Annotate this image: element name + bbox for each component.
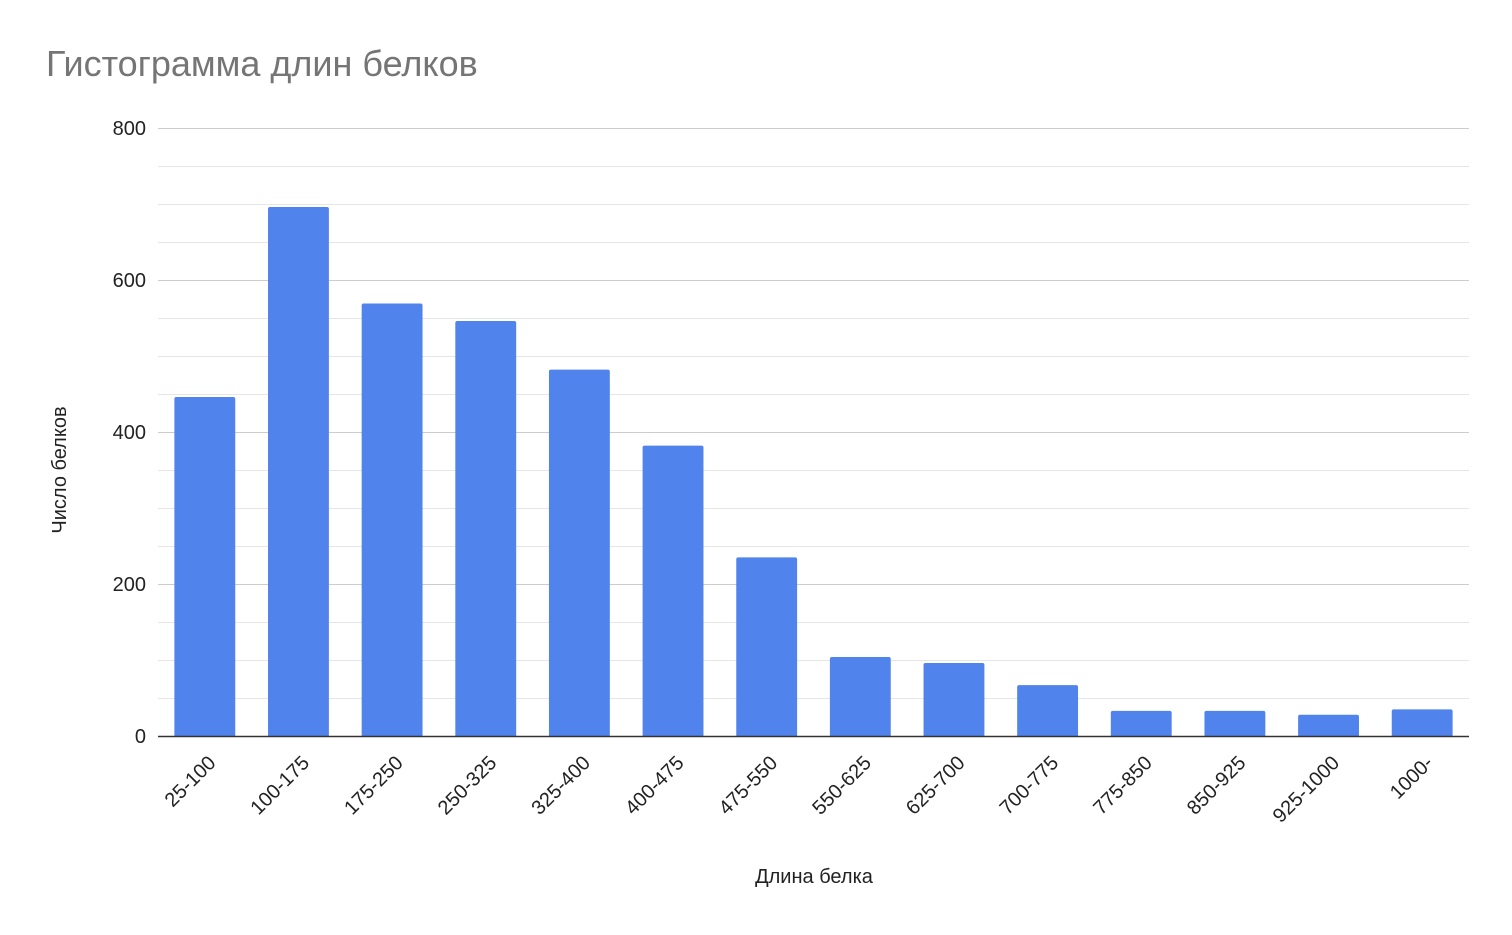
x-tick-label: 25-100 xyxy=(161,752,221,812)
bar xyxy=(642,445,704,736)
bar xyxy=(455,321,517,736)
bar xyxy=(1298,714,1359,736)
x-tick-label: 775-850 xyxy=(1089,752,1156,819)
x-tick-label: 925-1000 xyxy=(1269,752,1344,827)
bar xyxy=(548,369,610,736)
bar xyxy=(1017,685,1079,736)
x-tick-label: 475-550 xyxy=(715,752,782,819)
bar xyxy=(1204,710,1266,736)
x-tick-label: 625-700 xyxy=(902,752,969,819)
bar xyxy=(268,207,329,737)
y-axis-tick-labels: 0 200 400 600 800 xyxy=(113,118,146,748)
x-tick-label: 1000- xyxy=(1386,752,1438,804)
x-tick-label: 250-325 xyxy=(434,752,501,819)
y-tick-label: 0 xyxy=(135,726,146,748)
x-tick-label: 700-775 xyxy=(996,752,1063,819)
chart-title: Гистограмма длин белков xyxy=(46,43,478,84)
bar xyxy=(361,303,423,736)
x-tick-label: 850-925 xyxy=(1183,752,1250,819)
bar xyxy=(923,663,985,736)
y-tick-label: 600 xyxy=(113,270,146,292)
x-axis-label: Длина белка xyxy=(755,866,874,888)
x-tick-label: 550-625 xyxy=(808,752,875,819)
y-tick-label: 400 xyxy=(113,422,146,444)
x-tick-label: 325-400 xyxy=(527,752,594,819)
bars xyxy=(174,207,1453,737)
bar xyxy=(174,397,236,736)
bar xyxy=(1391,709,1453,736)
y-axis-label: Число белков xyxy=(49,406,71,533)
bar xyxy=(829,656,891,736)
bar xyxy=(1110,710,1172,736)
x-tick-label: 100-175 xyxy=(247,752,314,819)
y-tick-label: 200 xyxy=(113,574,146,596)
x-axis-tick-labels: 25-100 100-175 175-250 250-325 325-400 400-47… xyxy=(161,752,1438,827)
x-tick-label: 400-475 xyxy=(621,752,688,819)
y-tick-label: 800 xyxy=(113,118,146,140)
bar xyxy=(736,557,798,736)
x-tick-label: 175-250 xyxy=(340,752,407,819)
